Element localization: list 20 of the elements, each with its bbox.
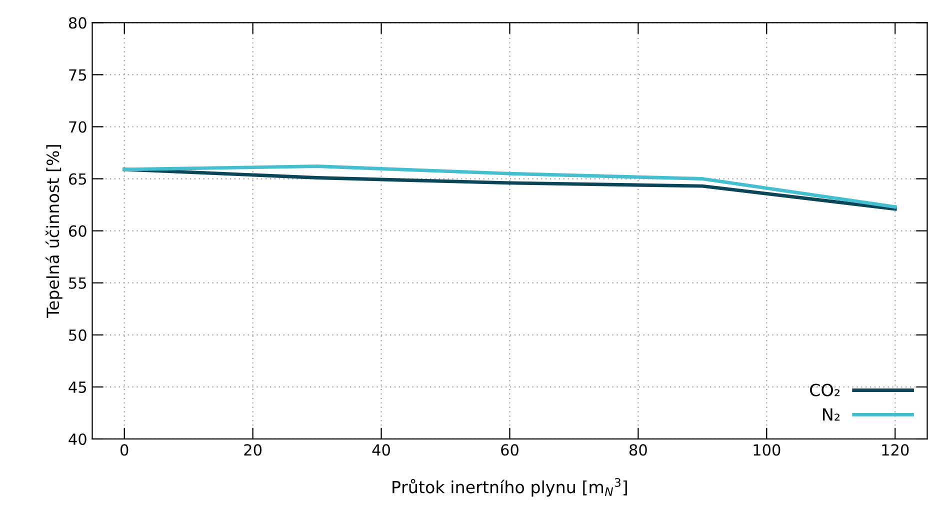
x-tick-label: 40 [372,444,390,456]
legend-label: CO₂ [810,384,840,396]
y-tick-label: 75 [69,69,86,81]
y-tick-label: 65 [69,173,86,185]
x-tick-label: 60 [501,444,518,456]
y-tick-label: 45 [68,382,86,393]
y-axis-title: Tepelná účinnost [%] [46,145,62,318]
x-tick-label: 120 [882,444,909,456]
x-tick-label: 100 [754,444,780,456]
legend-label: N₂ [823,408,840,421]
y-tick-label: 40 [68,433,86,446]
x-tick-label: 20 [244,444,262,456]
y-tick-label: 80 [68,17,86,29]
x-tick-label: 80 [630,444,647,456]
x-tick-label: 0 [120,444,128,456]
x-axis-title: Průtok inertního plynu [m$_{N}$$^{3}$] [392,478,627,497]
y-tick-label: 50 [69,329,86,341]
y-tick-label: 55 [69,278,86,289]
y-tick-label: 60 [69,225,86,237]
y-tick-label: 70 [69,121,86,133]
